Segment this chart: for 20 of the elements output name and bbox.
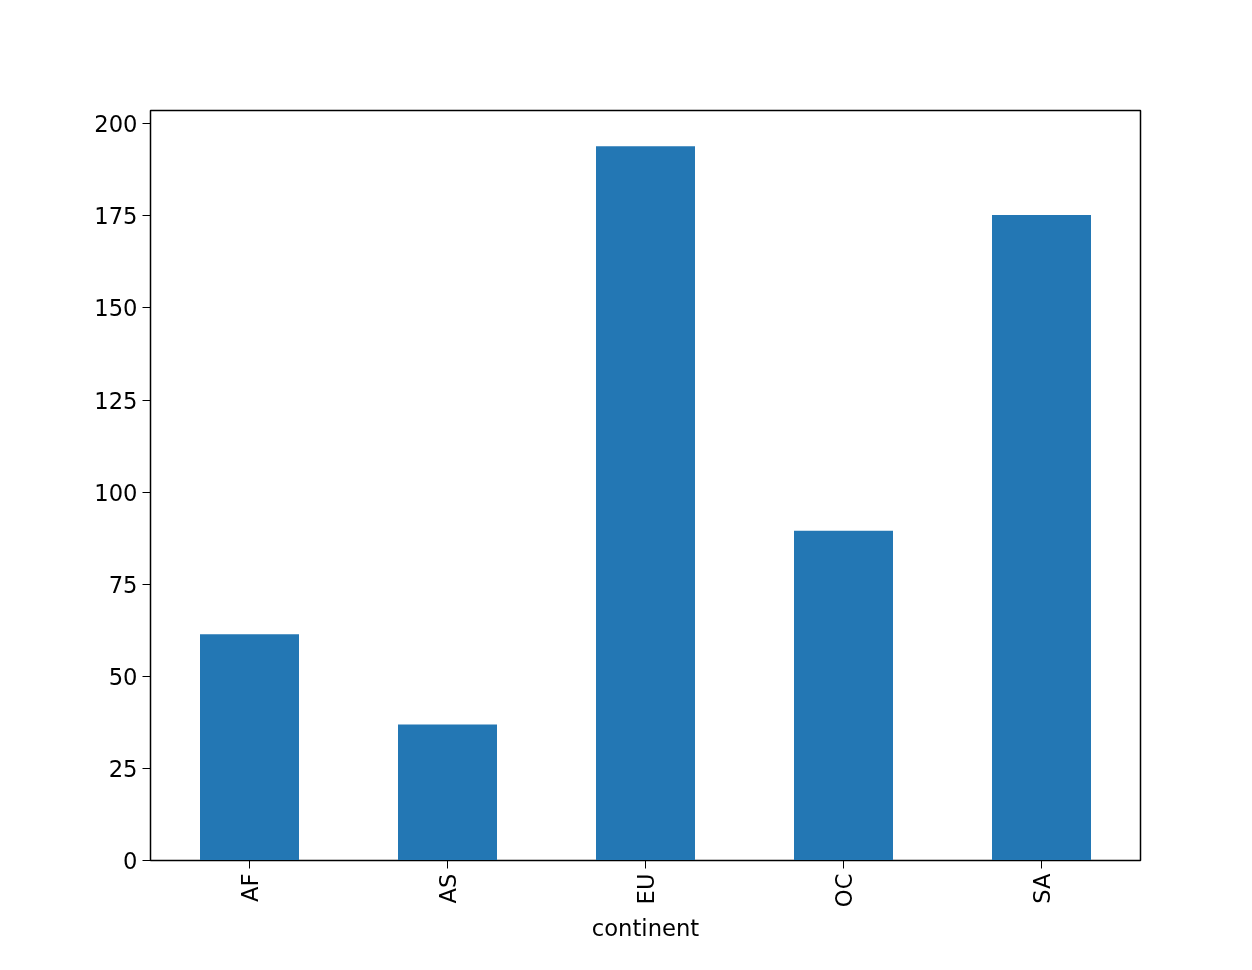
y-tick-label: 25 xyxy=(108,755,138,782)
bar xyxy=(596,146,695,861)
y-tick-label: 125 xyxy=(94,387,138,414)
y-tick-label: 175 xyxy=(94,203,138,230)
y-tick-label: 150 xyxy=(94,295,138,322)
x-tick-label: EU xyxy=(632,873,659,905)
y-tick-label: 0 xyxy=(123,848,138,874)
x-tick-label: SA xyxy=(1028,873,1055,904)
y-tick-label: 200 xyxy=(94,111,138,138)
x-tick-label: AF xyxy=(236,873,263,903)
y-tick-label: 75 xyxy=(108,571,138,598)
x-tick-label: AS xyxy=(434,873,461,904)
x-tick-label: OC xyxy=(830,873,857,908)
y-tick-label: 100 xyxy=(94,479,138,506)
bar xyxy=(398,724,497,861)
bar xyxy=(200,634,299,861)
bar xyxy=(992,215,1091,861)
bar xyxy=(794,530,893,861)
x-axis-title: continent xyxy=(591,915,700,942)
y-tick-label: 50 xyxy=(108,663,138,690)
